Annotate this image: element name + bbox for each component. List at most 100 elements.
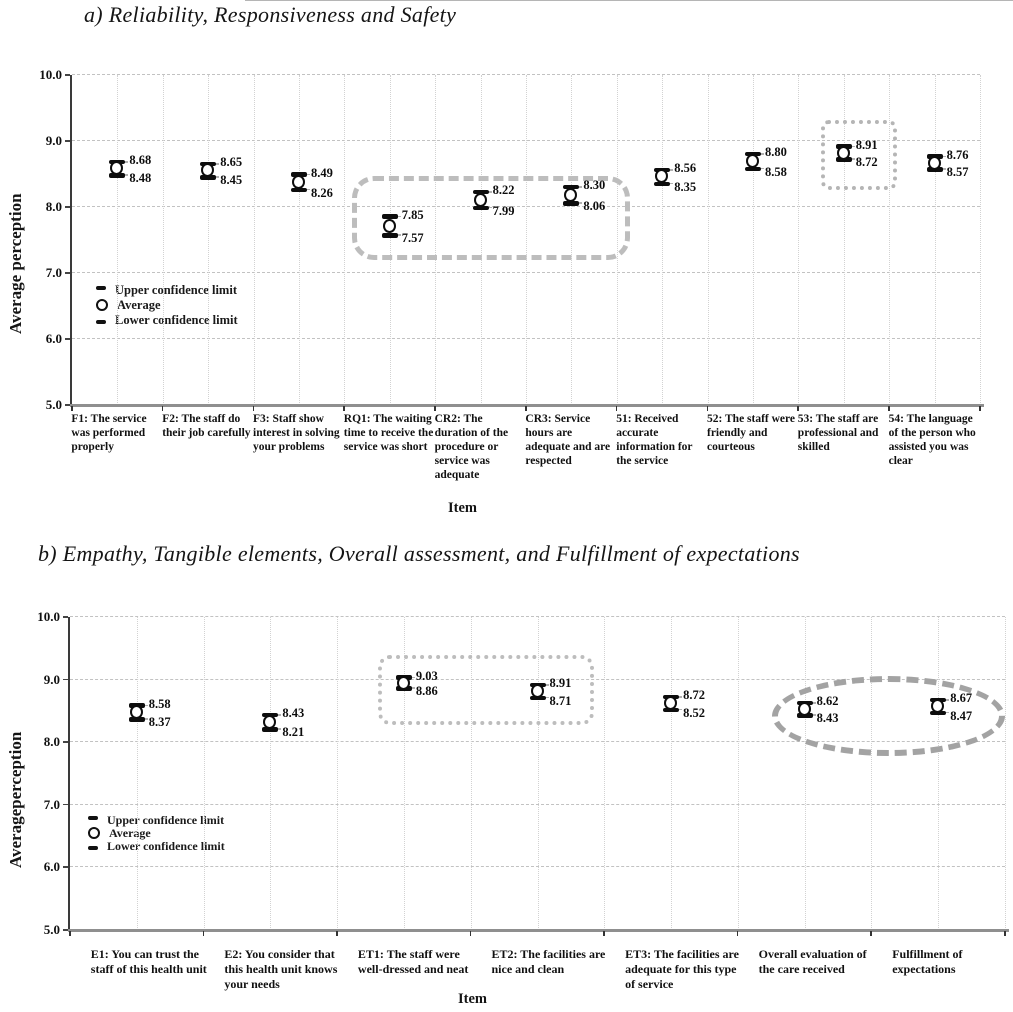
upper-value-label: 8.30 [583, 178, 606, 193]
gridline-vertical [871, 617, 873, 930]
category-label: E1: You can trust the staff of this heal… [90, 947, 207, 976]
x-axis-tick [736, 931, 739, 936]
upper-value-label: 8.72 [683, 688, 705, 703]
label-leader-line [394, 215, 401, 218]
average-marker [396, 675, 410, 690]
label-leader-line [394, 234, 401, 236]
x-axis-tick [888, 406, 890, 411]
upper-value-label: 8.91 [855, 137, 878, 152]
category-label: ET1: The staff were well-dressed and nea… [357, 947, 469, 976]
category-label: F3: Staff show interest in solving your … [253, 413, 340, 453]
label-leader-line [275, 728, 282, 730]
x-axis-tick [797, 406, 799, 411]
upper-value-label: 8.43 [282, 706, 305, 721]
label-leader-line [141, 704, 148, 707]
label-leader-line [667, 169, 674, 171]
upper-value-label: 8.68 [129, 153, 152, 168]
upper-limit-dash-icon [88, 816, 98, 820]
average-marker [129, 704, 143, 719]
upper-confidence-limit-marker [563, 184, 580, 190]
average-marker [382, 218, 396, 233]
upper-confidence-limit-marker [472, 189, 489, 195]
upper-value-label: 8.76 [946, 147, 969, 162]
lower-value-label: 8.06 [583, 199, 606, 214]
gridline-vertical [537, 617, 539, 930]
gridline-vertical [480, 75, 482, 405]
lower-value-label: 8.45 [220, 173, 243, 188]
label-leader-line [408, 676, 415, 679]
y-tick-label: 10.0 [37, 609, 60, 624]
gridline-vertical [1005, 617, 1006, 930]
average-marker [927, 155, 941, 170]
lower-limit-dash-icon [88, 846, 98, 850]
average-marker [664, 695, 678, 710]
y-tick-label: 8.0 [45, 199, 62, 214]
gridline-horizontal [72, 74, 980, 75]
gridline-vertical [804, 617, 806, 930]
upper-confidence-limit-marker [291, 172, 307, 177]
label-leader-line [676, 708, 683, 711]
x-axis-tick [71, 406, 73, 411]
category-label: F1: The service was performed properly [71, 413, 147, 453]
x-axis-tick [202, 931, 205, 936]
gridline-vertical [136, 617, 138, 930]
category-label: Overall evaluation of the care received [758, 947, 867, 976]
label-leader-line [122, 161, 129, 163]
category-label: 54: The language of the person who assis… [888, 413, 976, 467]
legend-label: Lower confidence limit [115, 312, 238, 327]
label-leader-line [809, 714, 816, 716]
legend-label: Average [109, 825, 151, 840]
average-marker [292, 174, 305, 189]
y-tick-label: 9.0 [45, 133, 62, 148]
gridline-vertical [934, 75, 936, 405]
gridline-vertical [798, 75, 800, 405]
lower-value-label: 8.57 [946, 165, 969, 180]
upper-value-label: 8.56 [674, 161, 697, 176]
y-axis-tick [65, 206, 70, 208]
gridline-vertical [938, 617, 940, 930]
y-tick-label: 5.0 [43, 922, 60, 937]
y-tick-label: 5.0 [45, 397, 62, 412]
upper-value-label: 8.58 [148, 696, 171, 711]
lower-value-label: 8.58 [765, 164, 787, 179]
gridline-horizontal [70, 616, 1005, 617]
upper-confidence-limit-marker [745, 151, 761, 157]
category-label: CR3: Service hours are adequate and are … [525, 413, 611, 467]
category-label: ET3: The facilities are adequate for thi… [625, 947, 739, 991]
average-marker [746, 153, 759, 168]
lower-confidence-limit-marker [128, 717, 145, 722]
gridline-vertical [889, 75, 891, 405]
label-leader-line [943, 711, 950, 714]
gridline-vertical [737, 617, 739, 930]
label-leader-line [848, 158, 855, 160]
y-axis-tick [63, 616, 68, 618]
label-leader-line [943, 699, 950, 701]
y-axis-tick [63, 678, 68, 681]
legend-label: Upper confidence limit [115, 282, 237, 297]
label-leader-line [758, 153, 764, 155]
category-label: E2: You consider that this health unit k… [224, 947, 338, 991]
upper-value-label: 8.62 [816, 694, 839, 709]
y-tick-label: 7.0 [43, 796, 60, 812]
x-axis-tick [69, 931, 71, 936]
upper-value-label: 8.65 [220, 155, 243, 170]
category-label: 52: The staff were friendly and courteou… [707, 413, 796, 453]
upper-value-label: 8.22 [492, 183, 515, 198]
average-marker [836, 145, 850, 160]
lower-value-label: 8.26 [311, 185, 333, 200]
x-axis-tick [870, 931, 872, 936]
lower-value-label: 8.21 [282, 725, 305, 740]
panel-b-x-axis-title: Item [458, 991, 487, 1007]
panel-b-title: b) Empathy, Tangible elements, Overall a… [38, 541, 800, 566]
gridline-vertical [403, 617, 405, 930]
lower-value-label: 8.86 [415, 684, 438, 699]
lower-value-label: 8.47 [950, 708, 973, 723]
y-tick-label: 9.0 [43, 671, 60, 687]
average-marker [263, 714, 277, 729]
x-axis-tick [336, 931, 338, 936]
gridline-vertical [843, 75, 845, 405]
upper-value-label: 7.85 [401, 207, 424, 222]
category-label: ET2: The facilities are nice and clean [491, 947, 606, 976]
annotation-gray-dashed-rounded-rectangle [352, 176, 630, 260]
